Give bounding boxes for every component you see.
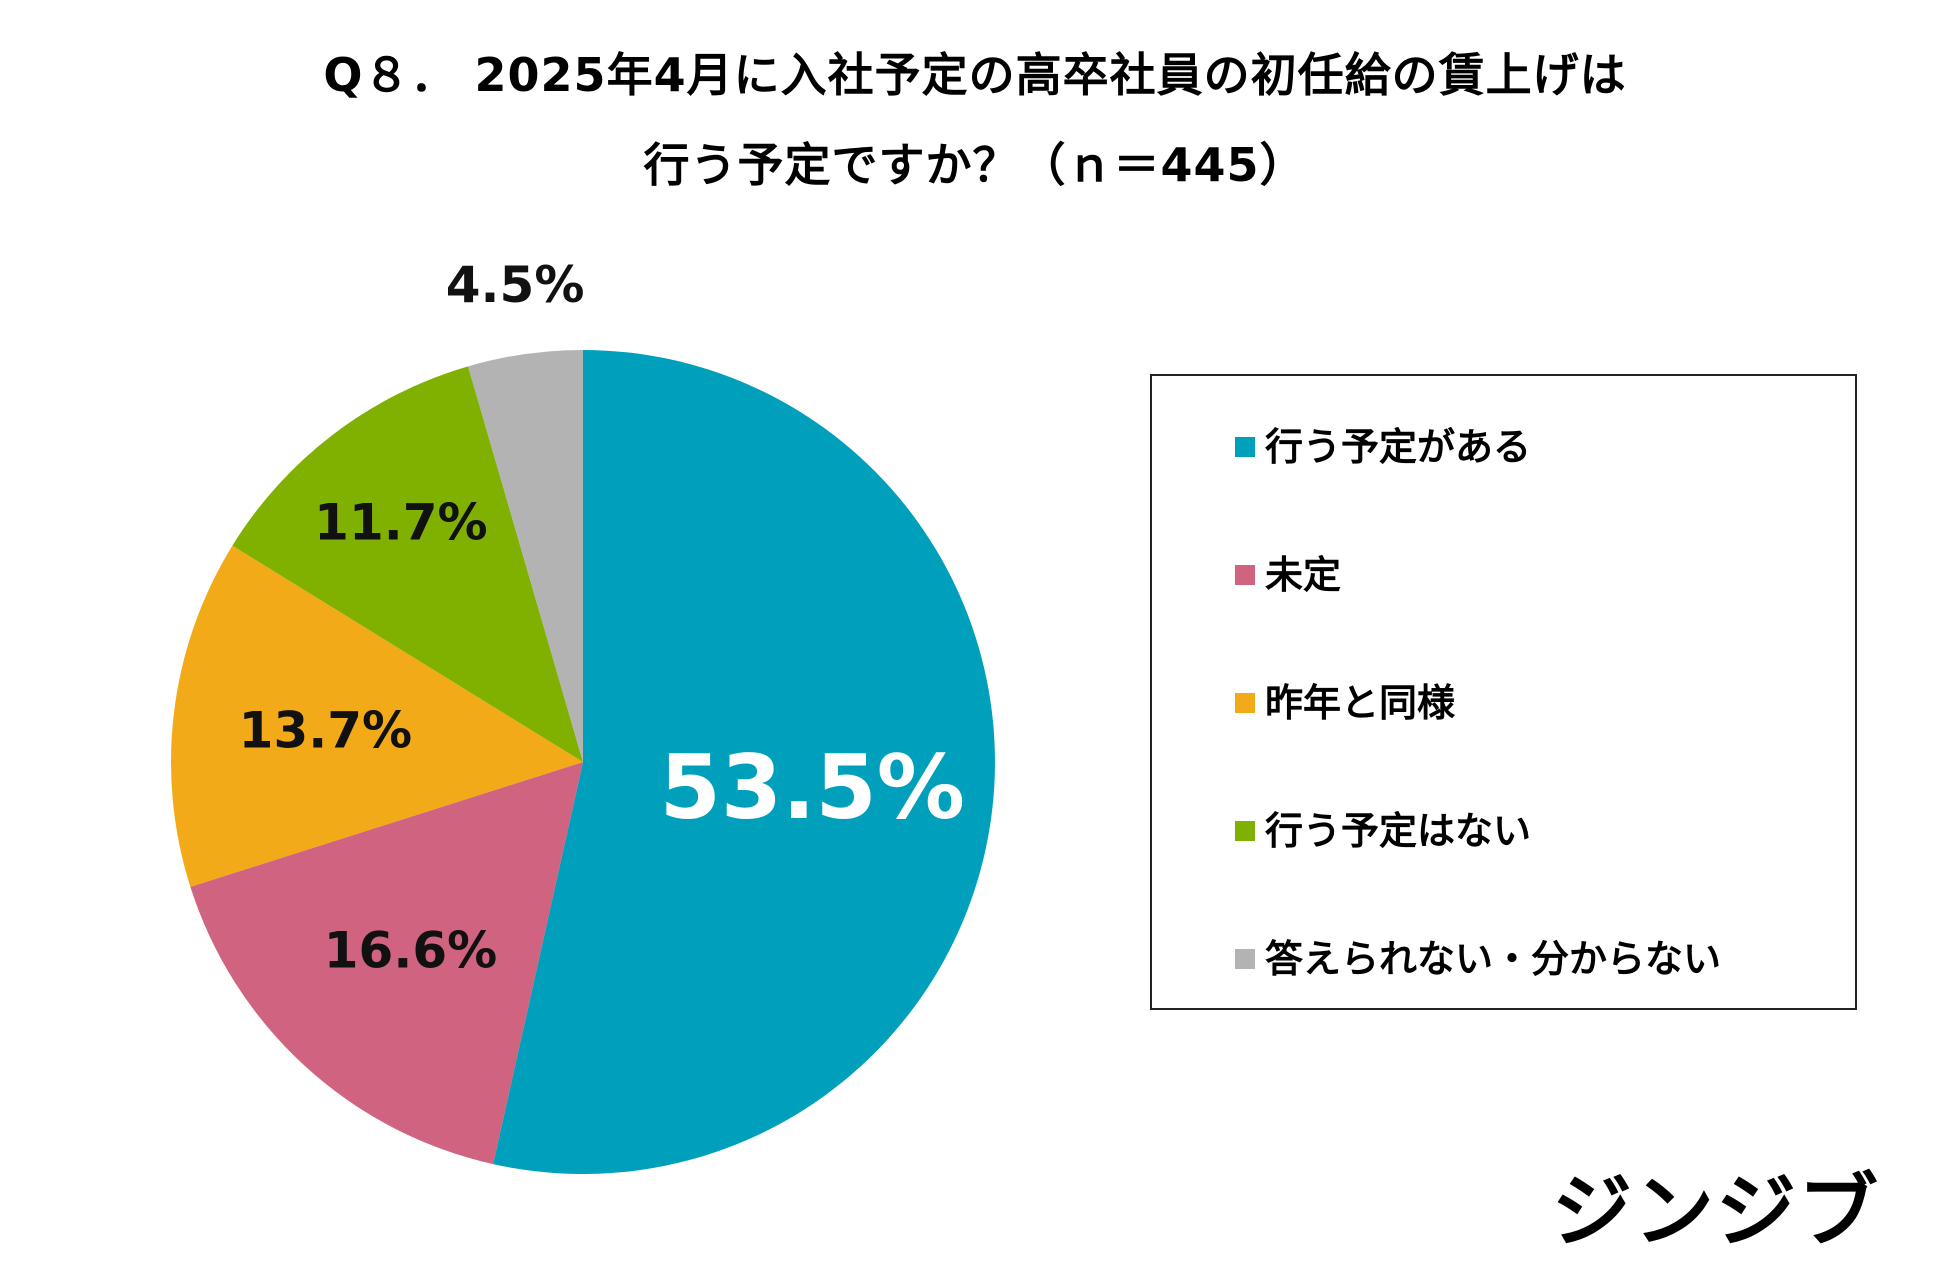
legend-swatch-0: [1235, 437, 1255, 457]
chart-title-line-2: 行う予定ですか？（ｎ＝445）: [643, 138, 1307, 192]
pie-label-4: 4.5%: [446, 256, 585, 314]
legend-swatch-3: [1235, 821, 1255, 841]
legend-label-2: 昨年と同様: [1265, 681, 1456, 725]
legend-item-0: 行う予定がある: [1235, 428, 1531, 466]
legend-swatch-4: [1235, 949, 1255, 969]
pie-label-0: 53.5%: [660, 736, 965, 839]
pie-slice-4: [468, 350, 583, 762]
legend-label-3: 行う予定はない: [1265, 809, 1532, 853]
legend: 行う予定がある 未定 昨年と同様 行う予定はない 答えられない・分からない: [1150, 374, 1857, 1010]
legend-label-4: 答えられない・分からない: [1265, 937, 1722, 981]
legend-label-1: 未定: [1265, 553, 1342, 597]
legend-item-3: 行う予定はない: [1235, 812, 1531, 850]
legend-label-0: 行う予定がある: [1265, 425, 1532, 469]
pie-label-2: 13.7%: [239, 701, 412, 759]
pie-slice-0: [493, 350, 995, 1174]
pie-slice-1: [190, 762, 583, 1165]
pie-slice-3: [232, 366, 583, 762]
legend-swatch-2: [1235, 693, 1255, 713]
pie-slice-2: [170, 545, 583, 887]
pie-label-3: 11.7%: [314, 494, 487, 552]
brand-logo: ジンジブ: [1552, 1165, 1880, 1258]
legend-item-4: 答えられない・分からない: [1235, 940, 1721, 978]
legend-item-1: 未定: [1235, 556, 1341, 594]
legend-swatch-1: [1235, 565, 1255, 585]
chart-title-line-1: Q８． 2025年4月に入社予定の高卒社員の初任給の賃上げは: [323, 48, 1627, 102]
legend-item-2: 昨年と同様: [1235, 684, 1455, 722]
pie-label-1: 16.6%: [324, 921, 497, 979]
